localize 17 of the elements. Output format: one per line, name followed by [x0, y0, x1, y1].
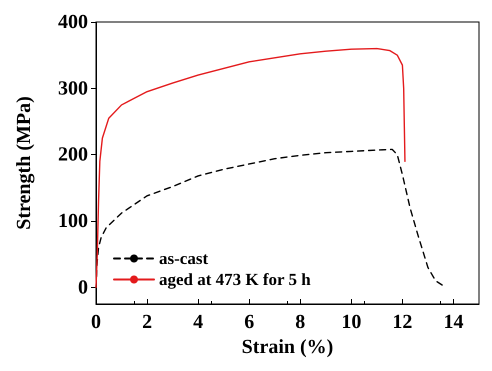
legend-label: aged at 473 K for 5 h: [159, 270, 312, 289]
line-series: [95, 48, 406, 288]
x-tick-label: 2: [142, 311, 152, 333]
y-tick-label: 200: [58, 144, 88, 166]
x-tick-label: 12: [392, 311, 412, 333]
x-tick-label: 14: [443, 311, 464, 333]
x-tick-label: 8: [295, 311, 306, 333]
y-tick-label: 300: [58, 77, 88, 100]
y-axis-title: Strength (MPa): [13, 96, 35, 230]
x-tick-label: 10: [341, 311, 362, 333]
legend-label: as-cast: [159, 249, 208, 268]
x-tick-label: 6: [244, 311, 254, 333]
y-tick-label: 0: [78, 276, 88, 298]
x-tick-label: 4: [193, 311, 204, 333]
y-tick-label: 400: [58, 11, 88, 33]
y-tick-label: 100: [58, 210, 88, 232]
x-axis-title: Strain (%): [242, 336, 334, 358]
